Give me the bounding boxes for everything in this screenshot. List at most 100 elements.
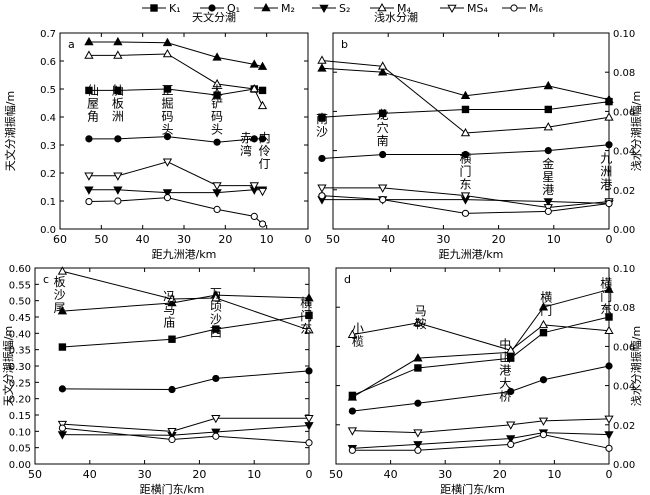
x-tick-label: 20	[218, 233, 232, 246]
series-5	[57, 414, 314, 437]
series-line	[62, 417, 309, 432]
data-point	[378, 184, 388, 193]
station-label: 舢板洲	[112, 84, 124, 124]
data-point	[317, 184, 327, 193]
data-point	[212, 189, 222, 198]
series-line	[352, 322, 610, 351]
x-tick-label: 40	[384, 468, 398, 481]
data-point	[211, 293, 221, 302]
x-tick-label: 30	[438, 468, 452, 481]
legend-entry: M₂	[254, 2, 295, 15]
legend-label: MS₄	[467, 2, 488, 15]
y-tick-label: 0.60	[9, 264, 31, 275]
data-point	[58, 424, 67, 432]
legend-entry: K₁	[142, 2, 181, 15]
y-tick-label: 0.35	[9, 346, 31, 357]
data-point	[305, 367, 313, 375]
data-point	[212, 78, 222, 88]
data-point	[461, 150, 470, 159]
y-tick-label: 0.0	[40, 225, 56, 236]
x-tick-label: 0	[606, 233, 613, 246]
x-tick-label: 50	[329, 468, 343, 481]
station-label: 仙屋角	[87, 84, 99, 124]
series-0	[58, 311, 313, 351]
data-point	[167, 428, 177, 437]
data-point	[58, 385, 67, 393]
y-tick-label: 0.08	[613, 303, 635, 314]
x-tick-label: 50	[94, 233, 108, 246]
data-point	[413, 317, 423, 327]
data-point	[257, 61, 268, 70]
series-2	[347, 284, 614, 401]
data-point	[460, 90, 471, 100]
y-tick-label: 0.50	[9, 297, 31, 308]
data-point	[379, 150, 387, 159]
legend-marker	[510, 4, 518, 12]
series-line	[62, 427, 310, 444]
series-4	[57, 266, 314, 334]
data-point	[414, 446, 422, 454]
data-point	[212, 432, 220, 440]
station-label: 横门东	[300, 296, 312, 336]
data-point	[413, 353, 423, 362]
station-label: 南沙	[316, 111, 328, 139]
data-point	[250, 135, 258, 143]
x-tick-label: 0	[606, 468, 613, 481]
x-tick-label: 50	[28, 468, 42, 481]
data-point	[543, 80, 553, 90]
data-point	[212, 182, 222, 191]
x-tick-label: 0	[306, 468, 313, 481]
series-line	[62, 314, 310, 348]
legend-group-right-label: 浅水分潮	[374, 10, 418, 24]
data-point	[506, 345, 516, 354]
data-point	[605, 199, 613, 208]
legend-marker	[447, 4, 457, 14]
data-point	[544, 105, 552, 114]
data-point	[114, 197, 122, 205]
data-point	[113, 50, 123, 59]
x-tick-label: 0	[305, 233, 312, 246]
x-tick-label: 30	[436, 233, 450, 246]
data-point	[604, 284, 614, 293]
x-tick-label: 40	[136, 233, 150, 246]
data-point	[543, 198, 553, 207]
data-point	[604, 112, 614, 121]
y-axis-label: 天文分潮振幅/m	[3, 91, 17, 171]
data-point	[544, 207, 552, 215]
data-point	[605, 313, 613, 321]
data-point	[114, 135, 122, 143]
data-point	[605, 141, 613, 149]
data-point	[305, 439, 313, 447]
y-tick-label: 0.00	[9, 460, 31, 471]
data-point	[163, 85, 172, 93]
y-tick-label: 0.10	[9, 427, 31, 438]
data-point	[84, 50, 94, 59]
data-point	[460, 127, 471, 137]
data-point	[506, 421, 516, 430]
legend-label: M₂	[281, 2, 295, 15]
data-point	[604, 415, 614, 424]
data-point	[507, 387, 515, 396]
data-point	[212, 374, 220, 383]
data-point	[378, 67, 388, 76]
data-point	[213, 91, 221, 99]
y-tick-label: 0.3	[40, 141, 56, 152]
data-point	[162, 158, 173, 167]
series-5	[317, 184, 614, 213]
data-point	[317, 55, 327, 64]
legend-entry: M₆	[502, 2, 543, 15]
data-point	[348, 446, 356, 454]
legend: K₁ O₁ M₂ S₂ M₄ MS₄ M₆	[142, 2, 543, 15]
panel-letter: c	[43, 273, 49, 286]
data-point	[539, 431, 548, 439]
legend-group-left-label: 天文分潮	[192, 10, 236, 24]
series-6	[85, 194, 267, 228]
data-point	[318, 113, 326, 121]
data-point	[538, 302, 549, 311]
data-point	[305, 311, 313, 320]
data-point	[212, 52, 222, 61]
data-point	[317, 63, 327, 72]
legend-entry: MS₄	[440, 2, 488, 15]
legend-label: O₁	[227, 2, 240, 15]
